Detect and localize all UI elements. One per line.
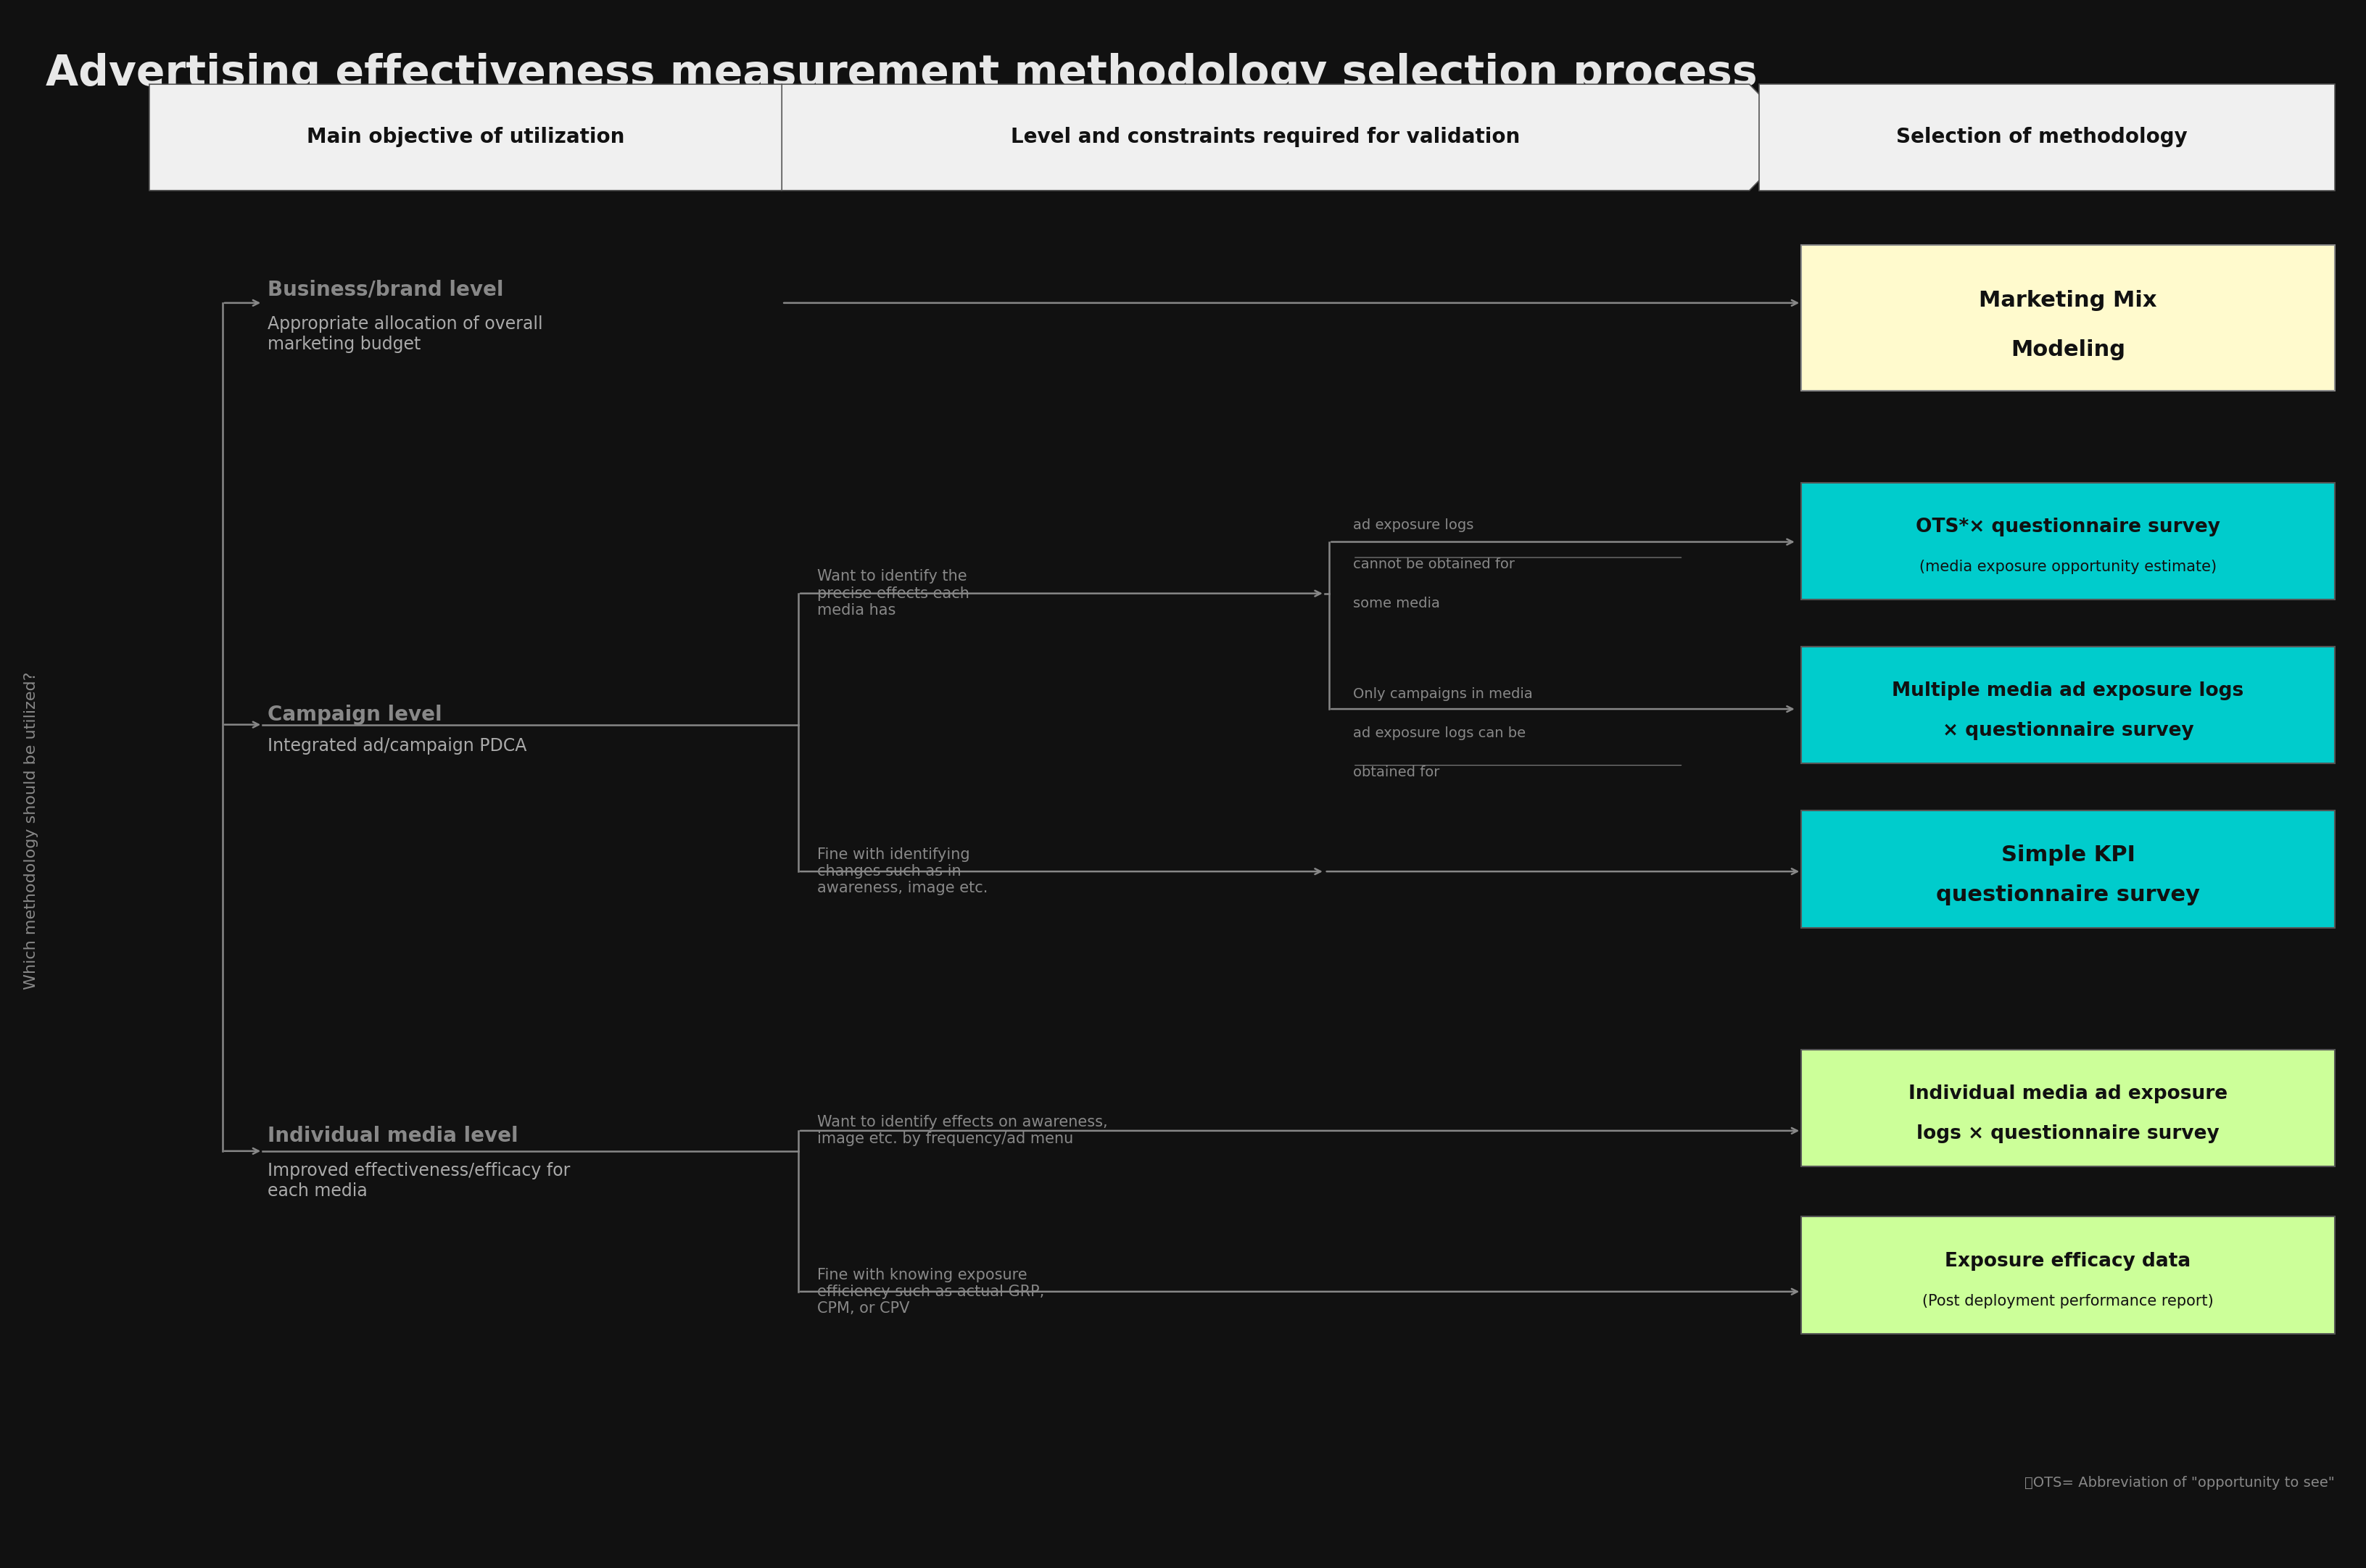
FancyBboxPatch shape (1801, 646, 2335, 764)
Text: Fine with identifying
changes such as in
awareness, image etc.: Fine with identifying changes such as in… (816, 847, 989, 895)
Polygon shape (1758, 85, 2335, 190)
FancyBboxPatch shape (1801, 811, 2335, 928)
Text: Want to identify the
precise effects each
media has: Want to identify the precise effects eac… (816, 569, 970, 618)
Text: Individual media level: Individual media level (267, 1126, 518, 1146)
Text: OTS*× questionnaire survey: OTS*× questionnaire survey (1916, 517, 2219, 536)
Text: Appropriate allocation of overall
marketing budget: Appropriate allocation of overall market… (267, 315, 542, 353)
FancyBboxPatch shape (1801, 1049, 2335, 1167)
Text: Marketing Mix: Marketing Mix (1978, 290, 2158, 310)
Text: Individual media ad exposure: Individual media ad exposure (1909, 1085, 2226, 1104)
Text: Level and constraints required for validation: Level and constraints required for valid… (1010, 127, 1521, 147)
FancyBboxPatch shape (1801, 245, 2335, 390)
Text: Only campaigns in media: Only campaigns in media (1353, 687, 1533, 701)
Text: Business/brand level: Business/brand level (267, 279, 504, 299)
Text: questionnaire survey: questionnaire survey (1935, 884, 2200, 905)
Text: obtained for: obtained for (1353, 765, 1439, 779)
Text: Selection of methodology: Selection of methodology (1898, 127, 2189, 147)
Text: (Post deployment performance report): (Post deployment performance report) (1921, 1294, 2215, 1308)
FancyBboxPatch shape (1801, 483, 2335, 599)
Text: Modeling: Modeling (2011, 339, 2125, 361)
Text: Advertising effectiveness measurement methodology selection process: Advertising effectiveness measurement me… (45, 53, 1758, 94)
Polygon shape (149, 85, 833, 190)
Text: Exposure efficacy data: Exposure efficacy data (1945, 1251, 2191, 1270)
Text: logs × questionnaire survey: logs × questionnaire survey (1916, 1124, 2219, 1143)
FancyBboxPatch shape (1801, 1217, 2335, 1334)
Text: Fine with knowing exposure
efficiency such as actual GRP,
CPM, or CPV: Fine with knowing exposure efficiency su… (816, 1267, 1043, 1316)
Text: cannot be obtained for: cannot be obtained for (1353, 558, 1514, 571)
Text: Main objective of utilization: Main objective of utilization (308, 127, 625, 147)
Text: some media: some media (1353, 596, 1441, 610)
Text: × questionnaire survey: × questionnaire survey (1942, 721, 2193, 740)
Text: Want to identify effects on awareness,
image etc. by frequency/ad menu: Want to identify effects on awareness, i… (816, 1115, 1107, 1146)
Polygon shape (781, 85, 1801, 190)
Text: Campaign level: Campaign level (267, 704, 442, 724)
Text: ad exposure logs: ad exposure logs (1353, 519, 1474, 532)
Text: ＊OTS= Abbreviation of "opportunity to see": ＊OTS= Abbreviation of "opportunity to se… (2025, 1475, 2335, 1490)
Text: ad exposure logs can be: ad exposure logs can be (1353, 726, 1526, 740)
Text: Multiple media ad exposure logs: Multiple media ad exposure logs (1893, 682, 2243, 701)
Text: Integrated ad/campaign PDCA: Integrated ad/campaign PDCA (267, 737, 528, 754)
Text: Simple KPI: Simple KPI (2002, 845, 2134, 866)
Text: Improved effectiveness/efficacy for
each media: Improved effectiveness/efficacy for each… (267, 1162, 570, 1200)
Text: Which methodology should be utilized?: Which methodology should be utilized? (24, 673, 38, 989)
Text: (media exposure opportunity estimate): (media exposure opportunity estimate) (1919, 560, 2217, 574)
